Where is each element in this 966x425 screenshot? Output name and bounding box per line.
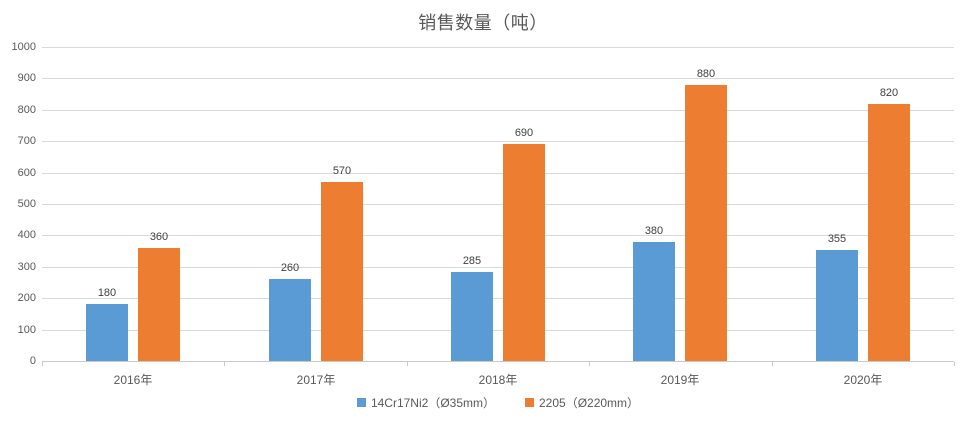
bar-series1[interactable] [269,279,311,361]
y-axis-label: 0 [29,355,36,367]
bar-series1[interactable] [633,242,675,361]
gridline [42,330,954,331]
x-axis-label: 2020年 [843,373,883,387]
legend-swatch-icon [525,398,534,407]
data-label: 360 [149,231,169,243]
legend-swatch-icon [356,398,366,407]
y-axis-label: 400 [17,229,36,241]
x-axis-label: 2019年 [660,373,700,387]
y-axis-label: 600 [17,167,36,179]
data-label: 570 [332,165,352,177]
y-axis-label: 300 [17,261,36,273]
legend-label: 14Cr17Ni2（Ø35mm） [370,396,495,410]
bar-series2[interactable] [503,144,545,361]
axis-tick [224,362,225,366]
bar-series1[interactable] [86,304,128,361]
x-axis-label: 2016年 [113,373,153,387]
gridline [42,235,954,236]
gridline [42,47,954,48]
axis-tick [954,362,955,366]
legend: 14Cr17Ni2（Ø35mm） 2205（Ø220mm） [42,394,954,411]
y-axis-label: 900 [17,72,36,84]
gridline [42,141,954,142]
gridline [42,110,954,111]
data-label: 355 [827,233,847,245]
y-axis-label: 1000 [11,41,36,53]
bar-series2[interactable] [321,182,363,361]
gridline [42,78,954,79]
gridline [42,298,954,299]
x-axis-label: 2017年 [296,373,336,387]
bar-series2[interactable] [685,85,727,361]
legend-label: 2205（Ø220mm） [539,396,640,410]
bar-series1[interactable] [451,272,493,361]
y-axis-label: 500 [17,198,36,210]
bar-series2[interactable] [138,248,180,361]
gridline [42,267,954,268]
y-axis-label: 100 [17,324,36,336]
axis-tick [589,362,590,366]
gridline [42,204,954,205]
y-axis-label: 800 [17,104,36,116]
legend-item-series1[interactable]: 14Cr17Ni2（Ø35mm） [356,394,495,411]
bar-series2[interactable] [868,104,910,361]
data-label: 380 [644,225,664,237]
x-axis-label: 2018年 [478,373,518,387]
legend-item-series2[interactable]: 2205（Ø220mm） [525,394,639,411]
x-axis-line [42,361,954,362]
data-label: 285 [462,255,482,267]
data-label: 880 [696,68,716,80]
gridline [42,173,954,174]
y-axis-label: 200 [17,292,36,304]
bar-series1[interactable] [816,250,858,361]
chart-title: 销售数量（吨） [418,13,548,33]
axis-tick [772,362,773,366]
data-label: 260 [280,262,300,274]
y-axis-label: 700 [17,135,36,147]
data-label: 690 [514,127,534,139]
axis-tick [407,362,408,366]
data-label: 820 [879,87,899,99]
axis-tick [42,362,43,366]
data-label: 180 [97,287,117,299]
